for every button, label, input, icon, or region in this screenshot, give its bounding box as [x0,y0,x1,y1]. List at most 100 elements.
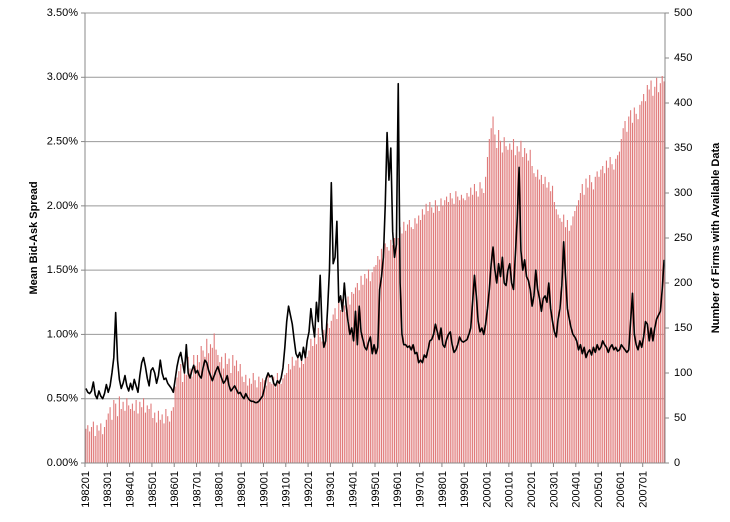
bar [483,193,485,463]
bar [620,139,622,463]
bar [635,113,637,464]
bar [596,171,598,463]
bar [659,83,661,463]
bar [124,410,126,463]
bar [317,328,319,463]
bar [228,358,230,463]
y2-tick-label: 450 [674,52,692,64]
bar [390,239,392,463]
y-tick-label: 2.50% [47,135,78,147]
bar [516,146,518,463]
bar [561,221,563,463]
bar [442,205,444,463]
bar [498,130,500,463]
bar [258,376,260,463]
bar [490,128,492,463]
bar [107,413,109,463]
bar [392,245,394,463]
bar [131,403,133,463]
bar [120,409,122,463]
bar [568,230,570,463]
x-tick-label: 198301 [102,471,114,508]
bar [189,368,191,463]
bar [293,365,295,463]
bar [176,377,178,463]
bar [399,227,401,463]
bar [250,383,252,463]
bar [564,227,567,463]
bar [605,160,607,463]
bar [457,196,459,463]
bar [195,365,197,463]
bar [544,176,546,464]
x-tick-label: 199601 [392,471,404,508]
bar [518,151,520,463]
bar [529,149,531,464]
bar [657,92,660,463]
bar [96,425,98,463]
bar [431,207,433,463]
bar [150,403,152,463]
bar [358,290,360,463]
bar [269,382,271,463]
bar [328,328,331,463]
bar [254,380,256,463]
bar [548,182,550,463]
bar [157,410,159,463]
bar [459,200,461,463]
bar [156,422,158,463]
bar [395,233,397,463]
bar [208,353,210,463]
bar [219,362,221,463]
bar [414,218,416,463]
bar [611,164,613,463]
bar [604,173,606,463]
y2-tick-label: 150 [674,322,692,334]
bar [600,169,602,463]
bar [591,182,593,463]
y2-tick-label: 400 [674,97,692,109]
bar [581,184,583,463]
bar [103,427,106,463]
bar [475,191,477,463]
bar [364,274,366,463]
bar [85,428,87,463]
bar [367,269,370,463]
bar [425,203,427,464]
bar [321,341,323,463]
bar [196,355,199,463]
bar [377,256,379,463]
bar [433,212,435,463]
bar [499,140,502,464]
bar [410,227,412,463]
bar [340,310,342,463]
y2-tick-label: 500 [674,7,692,19]
x-tick-label: 199401 [348,471,360,508]
bar [557,214,559,463]
bar [152,418,154,463]
bar [163,423,165,463]
bar [327,323,329,463]
bar [570,225,572,463]
bar [89,431,91,463]
bar [200,346,202,463]
bar [371,272,373,463]
bar [449,193,451,463]
y2-axis-title: Number of Firms with Available Data [710,142,722,333]
y-tick-label: 3.50% [47,7,78,19]
bar [540,175,542,463]
bar [354,287,357,463]
bar [206,338,208,463]
bar [531,166,533,463]
bar [94,436,96,463]
bar [503,137,505,463]
bar [472,194,474,464]
bar [434,200,436,463]
bar [386,247,388,463]
bar [451,198,453,463]
bar [349,304,351,463]
bar [522,157,524,463]
bar [585,178,587,463]
bar [312,346,314,463]
bar [466,193,468,463]
